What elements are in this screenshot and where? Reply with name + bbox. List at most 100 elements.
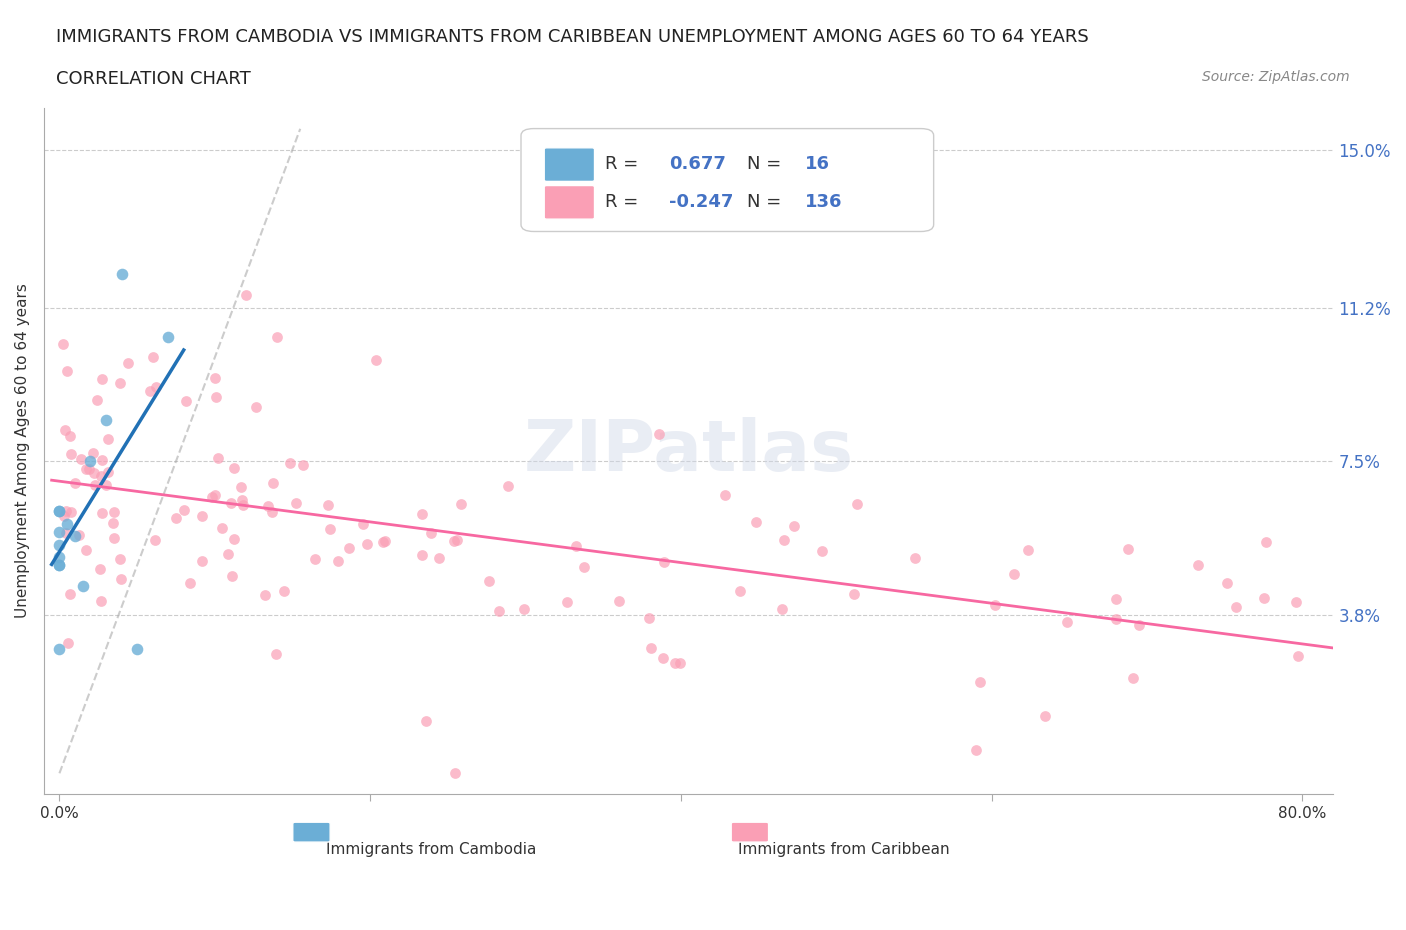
Point [637,611,659,626]
Point [59,428,82,443]
Point [1286,648,1309,663]
Point [127,641,149,656]
Point [443,765,465,780]
Point [59,447,82,462]
Point [356,537,378,551]
Point [48,504,70,519]
Point [783,518,806,533]
Point [110,267,132,282]
Point [496,479,519,494]
Point [652,651,675,666]
Point [176,393,198,408]
Point [59,587,82,602]
Point [1017,542,1039,557]
Point [90,506,112,521]
Point [652,555,675,570]
Point [1122,671,1144,685]
Point [94,477,117,492]
Point [1056,615,1078,630]
Point [266,329,288,344]
FancyBboxPatch shape [544,148,595,181]
Text: Immigrants from Cambodia: Immigrants from Cambodia [326,842,536,857]
Point [664,655,686,670]
Point [145,379,167,394]
Point [415,713,437,728]
Point [450,497,472,512]
Point [640,641,662,656]
Text: CORRELATION CHART: CORRELATION CHART [56,70,252,87]
Point [205,390,228,405]
FancyBboxPatch shape [522,128,934,232]
Point [179,576,201,591]
Point [67,527,90,542]
Point [1253,591,1275,605]
Point [427,551,450,565]
Point [75,462,97,477]
Point [84,477,107,492]
Point [229,480,252,495]
Point [82,445,104,460]
Point [446,532,468,547]
Point [443,534,465,549]
Point [291,458,314,472]
Point [364,352,387,367]
Text: 136: 136 [804,193,842,211]
Text: IMMIGRANTS FROM CAMBODIA VS IMMIGRANTS FROM CARIBBEAN UNEMPLOYMENT AMONG AGES 60: IMMIGRANTS FROM CAMBODIA VS IMMIGRANTS F… [56,28,1090,46]
Text: -0.247: -0.247 [669,193,734,211]
Point [103,530,125,545]
Point [52,509,75,524]
Point [204,371,226,386]
Point [89,562,111,577]
Point [90,469,112,484]
Text: 0.677: 0.677 [669,155,725,173]
Point [139,383,162,398]
Point [318,522,340,537]
Point [97,464,120,479]
Point [714,487,737,502]
Point [1118,541,1140,556]
Point [772,602,794,617]
Point [110,572,132,587]
Point [91,452,114,467]
Text: Immigrants from Caribbean: Immigrants from Caribbean [738,842,949,857]
Point [72,578,94,593]
Point [278,455,301,470]
Point [77,461,100,476]
Text: N =: N = [747,155,787,173]
Point [117,355,139,370]
Point [844,587,866,602]
Point [97,432,120,446]
Point [1187,558,1209,573]
Point [669,656,692,671]
Point [420,525,443,540]
Point [48,538,70,552]
Point [90,372,112,387]
Point [53,423,76,438]
Point [94,412,117,427]
Point [48,641,70,656]
Point [513,602,536,617]
Point [219,496,242,511]
Point [1285,594,1308,609]
Point [257,498,280,513]
Point [59,505,82,520]
Point [48,504,70,519]
Point [221,569,243,584]
Point [56,364,79,379]
Point [108,551,131,566]
Text: N =: N = [747,193,787,211]
Point [374,534,396,549]
Point [478,574,501,589]
Point [245,400,267,415]
Text: R =: R = [605,155,644,173]
Point [211,521,233,536]
Text: ZIPatlas: ZIPatlas [523,417,853,485]
Point [143,533,166,548]
Point [48,558,70,573]
Point [224,531,246,546]
Point [1225,600,1247,615]
Point [983,598,1005,613]
Point [69,451,91,466]
Point [1105,611,1128,626]
Point [648,427,671,442]
